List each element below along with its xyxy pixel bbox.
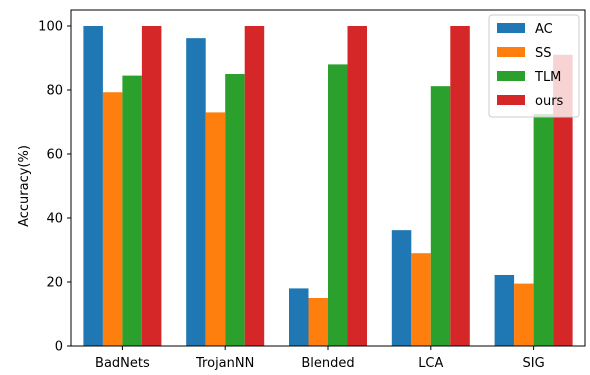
bar-SS-TrojanNN [205,112,226,347]
bar-ours-TrojanNN [244,26,265,346]
y-tick-label-20: 20 [46,276,63,291]
bar-ours-SIG [553,54,573,347]
bar-AC-Blended [289,288,309,346]
x-tick-label-Blended: Blended [301,356,354,371]
bar-ours-LCA [450,26,470,346]
y-tick-label-80: 80 [46,84,63,99]
legend-label-ours: ours [535,94,564,109]
bar-AC-BadNets [83,26,103,346]
bar-TLM-LCA [430,86,451,346]
bar-ours-BadNets [141,26,162,346]
y-tick-label-100: 100 [38,20,63,35]
x-tick-label-BadNets: BadNets [95,356,150,371]
bar-TLM-TrojanNN [225,74,245,346]
bar-SS-LCA [411,253,431,346]
bar-AC-TrojanNN [186,38,206,346]
x-tick-label-SIG: SIG [523,356,545,371]
x-tick-label-TrojanNN: TrojanNN [195,356,254,371]
x-tick-label-LCA: LCA [418,356,443,371]
bar-SS-SIG [514,283,534,346]
bar-TLM-Blended [328,64,348,347]
y-tick-label-60: 60 [46,148,63,163]
legend-label-SS: SS [535,46,552,61]
bar-ours-Blended [347,26,367,346]
legend-swatch-AC [497,23,525,33]
bar-TLM-SIG [533,114,554,346]
bar-TLM-BadNets [122,75,142,346]
y-tick-label-40: 40 [46,212,63,227]
legend-swatch-ours [497,95,525,105]
legend-label-AC: AC [535,22,553,37]
bars-group [83,26,573,347]
axes-group: 0 20 40 60 80 100 BadNets TrojanNN Blended LCA SIG [38,9,586,371]
bar-AC-LCA [391,230,412,346]
bar-SS-BadNets [102,92,123,347]
bar-SS-Blended [308,298,328,346]
legend-swatch-TLM [497,71,525,81]
legend: AC SS TLM ours [488,14,580,118]
bar-AC-SIG [494,274,515,346]
y-tick-label-0: 0 [55,340,63,355]
legend-swatch-SS [497,47,525,57]
y-axis-label: Accuracy(%) [17,145,32,227]
legend-box [488,14,580,118]
legend-label-TLM: TLM [534,70,561,85]
